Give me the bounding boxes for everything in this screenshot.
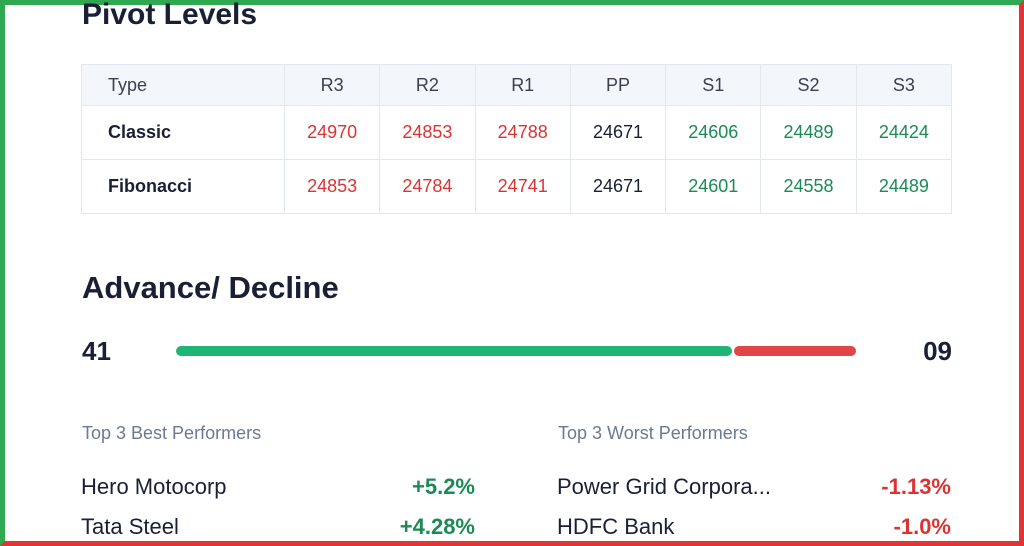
row-type-classic: Classic bbox=[81, 105, 285, 160]
best-performer-name: Hero Motocorp bbox=[81, 474, 227, 499]
fibonacci-r1: 24741 bbox=[474, 159, 571, 214]
best-performer-name: Tata Steel bbox=[81, 514, 179, 539]
classic-r2: 24853 bbox=[379, 105, 476, 160]
header-pp: PP bbox=[569, 64, 667, 106]
advances-count: 41 bbox=[82, 336, 111, 366]
fibonacci-r3: 24853 bbox=[283, 159, 381, 214]
pivot-header-row: Type R3 R2 R1 PP S1 S2 S3 bbox=[81, 64, 953, 106]
advance-decline-title: Advance/ Decline bbox=[82, 270, 339, 305]
best-performer-change: +4.28% bbox=[399, 514, 475, 539]
list-item[interactable]: Power Grid Corpora... -1.13% bbox=[557, 474, 951, 500]
best-performer-change: +5.2% bbox=[412, 474, 475, 499]
fibonacci-s3: 24489 bbox=[855, 159, 953, 214]
worst-performer-change: -1.13% bbox=[881, 474, 951, 499]
worst-performers-heading: Top 3 Worst Performers bbox=[558, 423, 748, 443]
header-s2: S2 bbox=[760, 64, 857, 106]
classic-pp: 24671 bbox=[569, 105, 667, 160]
header-s3: S3 bbox=[855, 64, 953, 106]
worst-performer-name: HDFC Bank bbox=[557, 514, 675, 539]
classic-s1: 24606 bbox=[665, 105, 762, 160]
fibonacci-pp: 24671 bbox=[569, 159, 667, 214]
decline-segment bbox=[734, 346, 856, 356]
row-type-fibonacci: Fibonacci bbox=[81, 159, 285, 214]
pivot-levels-title: Pivot Levels bbox=[82, 0, 258, 31]
declines-count: 09 bbox=[923, 336, 952, 366]
header-type: Type bbox=[81, 64, 285, 106]
list-item[interactable]: HDFC Bank -1.0% bbox=[557, 514, 951, 540]
fibonacci-s1: 24601 bbox=[665, 159, 762, 214]
fibonacci-r2: 24784 bbox=[379, 159, 476, 214]
header-s1: S1 bbox=[665, 64, 762, 106]
header-r2: R2 bbox=[379, 64, 476, 106]
advance-decline-bar bbox=[176, 346, 856, 356]
advance-segment bbox=[176, 346, 732, 356]
worst-performer-name: Power Grid Corpora... bbox=[557, 474, 771, 499]
list-item[interactable]: Tata Steel +4.28% bbox=[81, 514, 475, 540]
table-row: Classic 24970 24853 24788 24671 24606 24… bbox=[81, 105, 953, 160]
classic-r3: 24970 bbox=[283, 105, 381, 160]
best-performers-heading: Top 3 Best Performers bbox=[82, 423, 262, 443]
classic-s2: 24489 bbox=[760, 105, 857, 160]
list-item[interactable]: Hero Motocorp +5.2% bbox=[81, 474, 475, 500]
classic-s3: 24424 bbox=[855, 105, 953, 160]
pivot-table: Type R3 R2 R1 PP S1 S2 S3 Classic 24970 … bbox=[81, 64, 953, 214]
header-r3: R3 bbox=[283, 64, 381, 106]
table-row: Fibonacci 24853 24784 24741 24671 24601 … bbox=[81, 159, 953, 214]
fibonacci-s2: 24558 bbox=[760, 159, 857, 214]
classic-r1: 24788 bbox=[474, 105, 571, 160]
header-r1: R1 bbox=[474, 64, 571, 106]
worst-performer-change: -1.0% bbox=[893, 514, 951, 539]
